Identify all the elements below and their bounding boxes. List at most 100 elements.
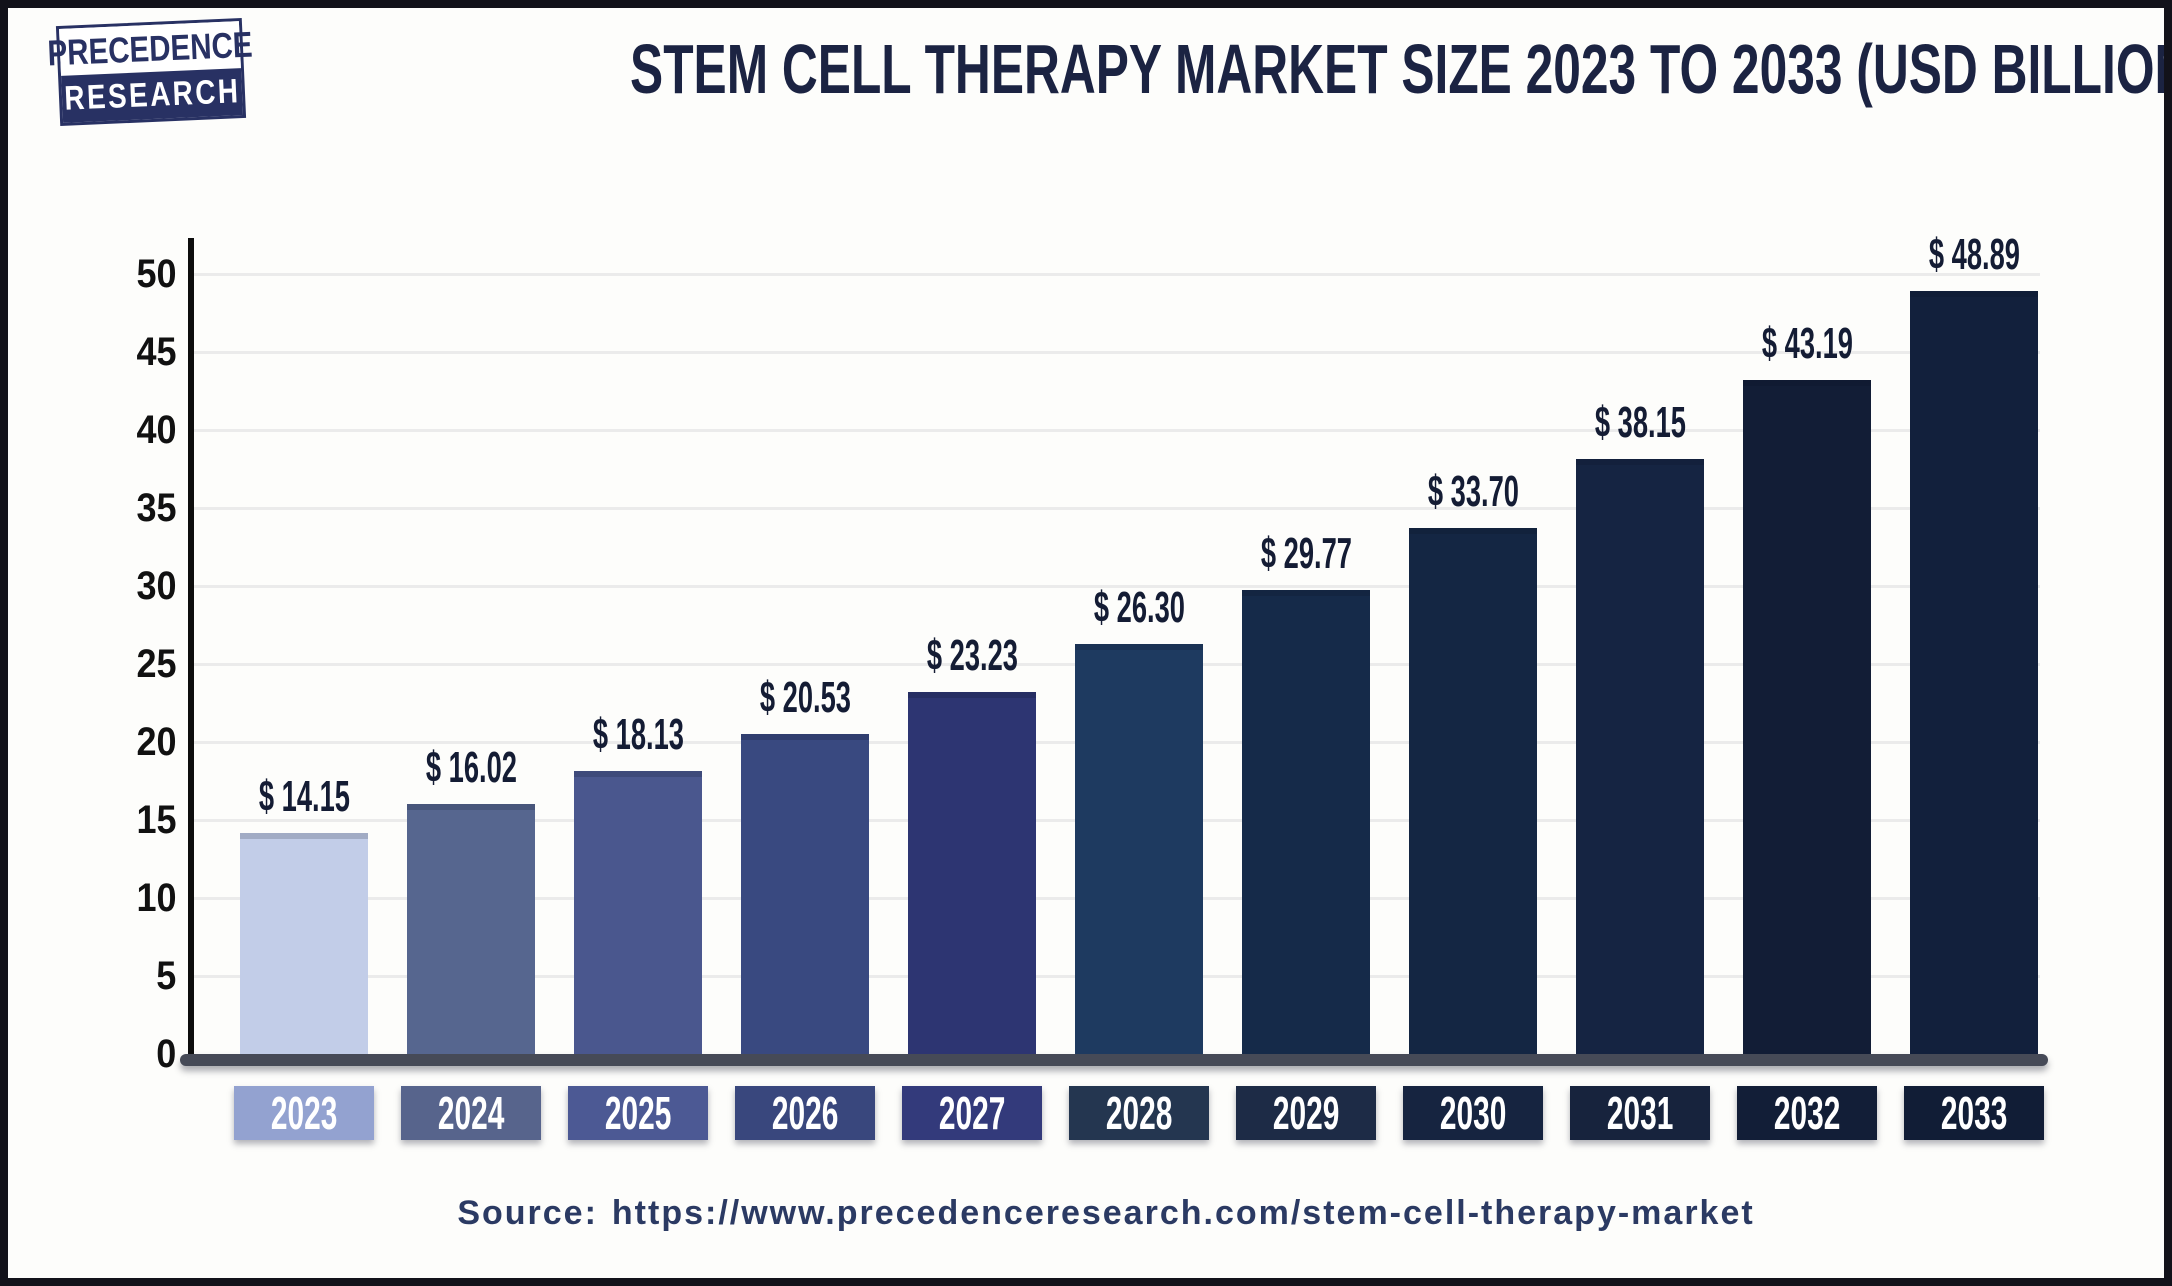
bar-top-cap [1242, 590, 1370, 596]
x-axis-tick-2023: 2023 [234, 1086, 374, 1140]
bar-2031 [1576, 459, 1704, 1054]
bar-top-cap [1075, 644, 1203, 650]
bar-2023 [240, 833, 368, 1054]
x-axis-tick-2024-text: 2024 [437, 1087, 505, 1139]
y-axis-tick-35-text: 35 [135, 486, 176, 530]
bar-top-cap [240, 833, 368, 839]
value-label-2033: $ 48.89 [1834, 229, 2114, 281]
x-axis-tick-2025-text: 2025 [604, 1087, 672, 1139]
x-axis-tick-2032-text: 2032 [1773, 1087, 1841, 1139]
bar-top-cap [1576, 459, 1704, 465]
value-label-2027-text: $ 23.23 [926, 631, 1018, 680]
y-axis-tick-30: 30 [96, 562, 176, 610]
source-label: Source: [457, 1194, 598, 1232]
x-axis-tick-2028-text: 2028 [1105, 1087, 1173, 1139]
bar-2027 [908, 692, 1036, 1054]
x-axis-line [180, 1054, 2048, 1066]
y-axis-tick-45: 45 [96, 328, 176, 376]
value-label-2030: $ 33.70 [1333, 466, 1613, 518]
value-label-2031-text: $ 38.15 [1594, 398, 1686, 447]
chart-title: STEM CELL THERAPY MARKET SIZE 2023 TO 20… [308, 30, 2164, 108]
value-label-2033-text: $ 48.89 [1928, 230, 2020, 279]
value-label-2029-text: $ 29.77 [1260, 529, 1352, 578]
value-label-2027: $ 23.23 [832, 630, 1112, 682]
x-axis-tick-2031-text: 2031 [1606, 1087, 1674, 1139]
bar-2025 [574, 771, 702, 1054]
y-axis-tick-0-text: 0 [155, 1032, 176, 1076]
value-label-2025-text: $ 18.13 [592, 710, 684, 759]
x-axis-tick-2028: 2028 [1069, 1086, 1209, 1140]
x-axis-tick-2030-text: 2030 [1439, 1087, 1507, 1139]
value-label-2024-text: $ 16.02 [425, 743, 517, 792]
y-axis-tick-20: 20 [96, 718, 176, 766]
bar-2028 [1075, 644, 1203, 1054]
gridline-50 [192, 273, 2040, 276]
y-axis-tick-30-text: 30 [135, 564, 176, 608]
bar-2026 [741, 734, 869, 1054]
bar-2030 [1409, 528, 1537, 1054]
bar-top-cap [1910, 291, 2038, 297]
y-axis-tick-50-text: 50 [135, 252, 176, 296]
x-axis-tick-2024: 2024 [401, 1086, 541, 1140]
x-axis-tick-2031: 2031 [1570, 1086, 1710, 1140]
x-axis-tick-2027-text: 2027 [938, 1087, 1006, 1139]
y-axis-tick-15: 15 [96, 796, 176, 844]
y-axis-tick-0: 0 [96, 1030, 176, 1078]
y-axis-tick-40: 40 [96, 406, 176, 454]
x-axis-tick-2026-text: 2026 [771, 1087, 839, 1139]
bar-2032 [1743, 380, 1871, 1054]
x-axis-tick-2025: 2025 [568, 1086, 708, 1140]
value-label-2028: $ 26.30 [999, 582, 1279, 634]
value-label-2030-text: $ 33.70 [1427, 467, 1519, 516]
bar-top-cap [407, 804, 535, 810]
bar-2029 [1242, 590, 1370, 1054]
x-axis-tick-2030: 2030 [1403, 1086, 1543, 1140]
x-axis-tick-2023-text: 2023 [270, 1087, 338, 1139]
bar-top-cap [908, 692, 1036, 698]
value-label-2032-text: $ 43.19 [1761, 319, 1853, 368]
x-axis-tick-2027: 2027 [902, 1086, 1042, 1140]
y-axis-tick-40-text: 40 [135, 408, 176, 452]
value-label-2024: $ 16.02 [331, 742, 611, 794]
bar-chart: 0 5 10 15 20 25 30 35 40 45 50 $ 14.15 2023 $ 16.02 20… [8, 8, 2164, 1278]
value-label-2026: $ 20.53 [665, 672, 945, 724]
bar-2033 [1910, 291, 2038, 1054]
gridline-30 [192, 585, 2040, 588]
bar-top-cap [1743, 380, 1871, 386]
y-axis-tick-20-text: 20 [135, 720, 176, 764]
y-axis-tick-10: 10 [96, 874, 176, 922]
x-axis-tick-2033-text: 2033 [1940, 1087, 2008, 1139]
x-axis-tick-2033: 2033 [1904, 1086, 2044, 1140]
bar-2024 [407, 804, 535, 1054]
y-axis-tick-25-text: 25 [135, 642, 176, 686]
chart-title-text: STEM CELL THERAPY MARKET SIZE 2023 TO 20… [630, 30, 2172, 108]
y-axis-tick-15-text: 15 [135, 798, 176, 842]
source-url: https://www.precedenceresearch.com/stem-… [611, 1194, 1755, 1232]
y-axis-tick-5-text: 5 [155, 954, 176, 998]
value-label-2031: $ 38.15 [1500, 397, 1780, 449]
x-axis-tick-2026: 2026 [735, 1086, 875, 1140]
y-axis-tick-5: 5 [96, 952, 176, 1000]
y-axis-line [188, 238, 194, 1054]
y-axis-tick-45-text: 45 [135, 330, 176, 374]
gridline-40 [192, 429, 2040, 432]
value-label-2028-text: $ 26.30 [1093, 583, 1185, 632]
value-label-2026-text: $ 20.53 [759, 673, 851, 722]
x-axis-tick-2029: 2029 [1236, 1086, 1376, 1140]
gridline-45 [192, 351, 2040, 354]
value-label-2023: $ 14.15 [164, 771, 444, 823]
value-label-2023-text: $ 14.15 [258, 772, 350, 821]
bar-top-cap [574, 771, 702, 777]
y-axis-tick-10-text: 10 [135, 876, 176, 920]
bar-top-cap [741, 734, 869, 740]
source-line: Source: https://www.precedenceresearch.co… [8, 1194, 2164, 1233]
gridline-35 [192, 507, 2040, 510]
value-label-2029: $ 29.77 [1166, 528, 1446, 580]
y-axis-tick-50: 50 [96, 250, 176, 298]
value-label-2032: $ 43.19 [1667, 318, 1947, 370]
value-label-2025: $ 18.13 [498, 709, 778, 761]
y-axis-tick-35: 35 [96, 484, 176, 532]
y-axis-tick-25: 25 [96, 640, 176, 688]
bar-top-cap [1409, 528, 1537, 534]
